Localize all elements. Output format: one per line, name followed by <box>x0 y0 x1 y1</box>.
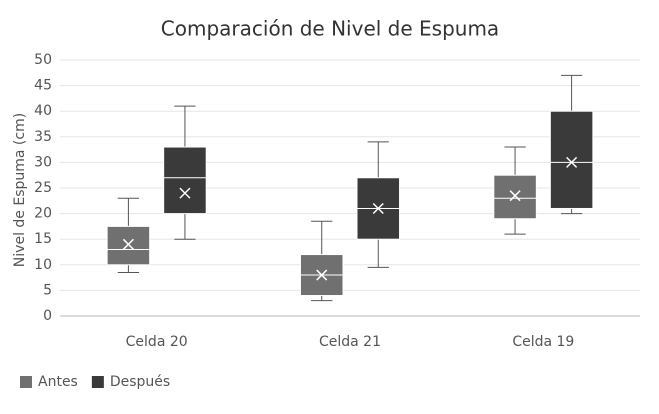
y-tick-label: 0 <box>43 308 52 324</box>
y-tick-label: 40 <box>34 103 52 119</box>
y-tick-label: 25 <box>34 180 52 196</box>
box <box>550 111 593 208</box>
x-tick-label: Celda 20 <box>126 334 188 350</box>
y-tick-label: 50 <box>34 52 52 68</box>
y-tick-label: 35 <box>34 129 52 145</box>
y-tick-label: 30 <box>34 154 52 170</box>
legend-swatch <box>20 376 32 388</box>
box <box>494 175 537 219</box>
x-tick-label: Celda 19 <box>512 334 574 350</box>
y-tick-label: 5 <box>43 282 52 298</box>
y-tick-label: 15 <box>34 231 52 247</box>
y-tick-label: 20 <box>34 206 52 222</box>
y-axis-label: Nivel de Espuma (cm) <box>12 113 28 267</box>
legend-swatch <box>92 376 104 388</box>
box <box>164 147 207 214</box>
chart-title: Comparación de Nivel de Espuma <box>161 17 499 41</box>
box <box>107 226 150 264</box>
x-tick-label: Celda 21 <box>319 334 381 350</box>
y-tick-label: 45 <box>34 78 52 94</box>
legend-label: Después <box>110 374 170 390</box>
y-tick-label: 10 <box>34 257 52 273</box>
legend-label: Antes <box>38 374 78 390</box>
chart: Comparación de Nivel de Espuma Nivel de … <box>0 0 659 414</box>
